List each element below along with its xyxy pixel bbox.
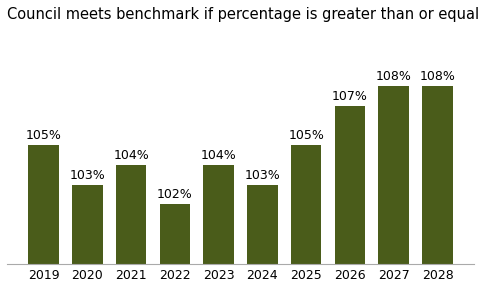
Bar (378, 86, 408, 289)
Text: 105%: 105% (25, 129, 61, 142)
Text: 107%: 107% (331, 90, 367, 103)
Text: 108%: 108% (419, 71, 455, 84)
Bar (421, 86, 452, 289)
Text: 108%: 108% (375, 71, 411, 84)
Text: 104%: 104% (200, 149, 236, 162)
Bar (203, 165, 233, 289)
Bar (116, 165, 146, 289)
Text: 105%: 105% (288, 129, 324, 142)
Bar (28, 145, 59, 289)
Bar (159, 204, 190, 289)
Text: 104%: 104% (113, 149, 149, 162)
Text: Council meets benchmark if percentage is greater than or equal to 100%: Council meets benchmark if percentage is… (7, 7, 480, 22)
Text: 103%: 103% (244, 169, 280, 182)
Bar (334, 106, 364, 289)
Bar (290, 145, 321, 289)
Text: 103%: 103% (69, 169, 105, 182)
Bar (247, 185, 277, 289)
Text: 102%: 102% (156, 188, 192, 201)
Bar (72, 185, 102, 289)
